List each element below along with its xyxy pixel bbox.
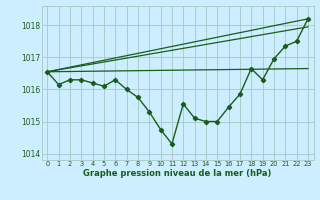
X-axis label: Graphe pression niveau de la mer (hPa): Graphe pression niveau de la mer (hPa) <box>84 169 272 178</box>
